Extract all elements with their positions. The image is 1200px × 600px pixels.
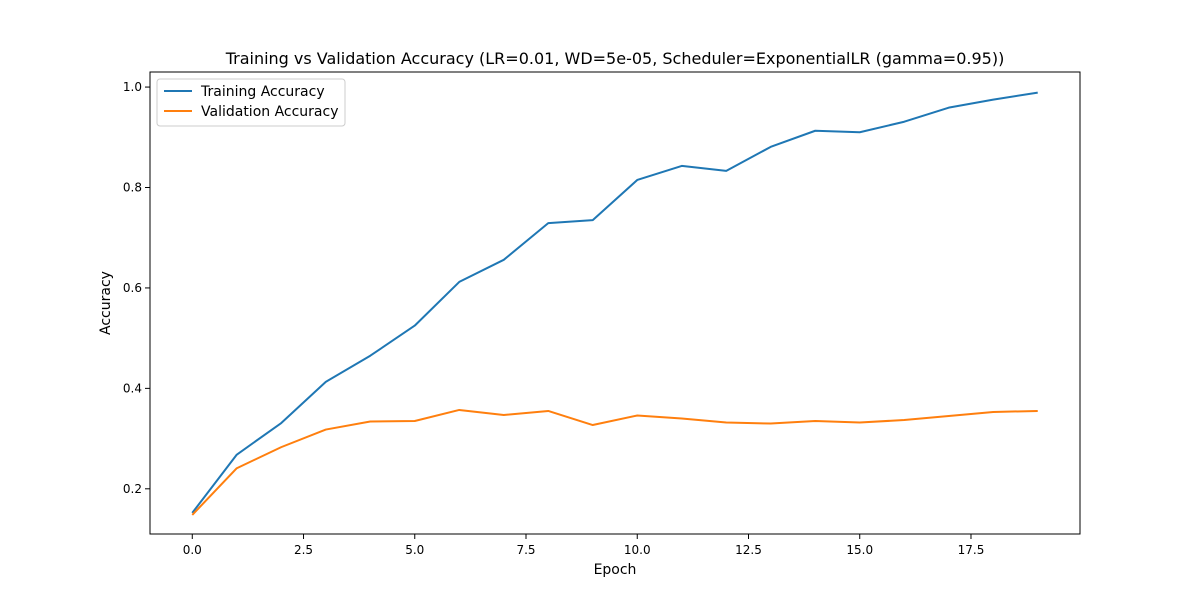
plot-frame (149, 71, 1081, 535)
x-tick-label: 15.0 (846, 543, 873, 557)
y-tick-label: 1.0 (123, 80, 142, 94)
x-tick-label: 0.0 (183, 543, 202, 557)
legend-label-training: Training Accuracy (200, 84, 325, 100)
y-tick-label: 0.6 (123, 281, 142, 295)
y-tick-label: 0.4 (123, 381, 142, 395)
x-tick-label: 12.5 (735, 543, 762, 557)
chart-title: Training vs Validation Accuracy (LR=0.01… (225, 49, 1005, 68)
legend: Training Accuracy Validation Accuracy (156, 78, 346, 127)
legend-box (156, 78, 346, 127)
y-tick-label: 0.2 (123, 482, 142, 496)
x-tick-label: 2.5 (294, 543, 313, 557)
x-tick-label: 7.5 (516, 543, 535, 557)
y-tick-label: 0.8 (123, 181, 142, 195)
legend-label-validation: Validation Accuracy (201, 104, 339, 120)
plot-area: 0.0 2.5 5.0 7.5 10.0 12.5 15.0 17.5 0.2 0.4 0.6 0.8… (123, 80, 1038, 557)
x-tick-label: 17.5 (958, 543, 985, 557)
validation-accuracy-line (191, 408, 1038, 516)
x-tick-label: 10.0 (624, 543, 651, 557)
training-accuracy-line (191, 91, 1038, 514)
x-tick-label: 5.0 (405, 543, 424, 557)
x-axis-label: Epoch (594, 562, 637, 578)
y-axis-label: Accuracy (98, 271, 114, 335)
